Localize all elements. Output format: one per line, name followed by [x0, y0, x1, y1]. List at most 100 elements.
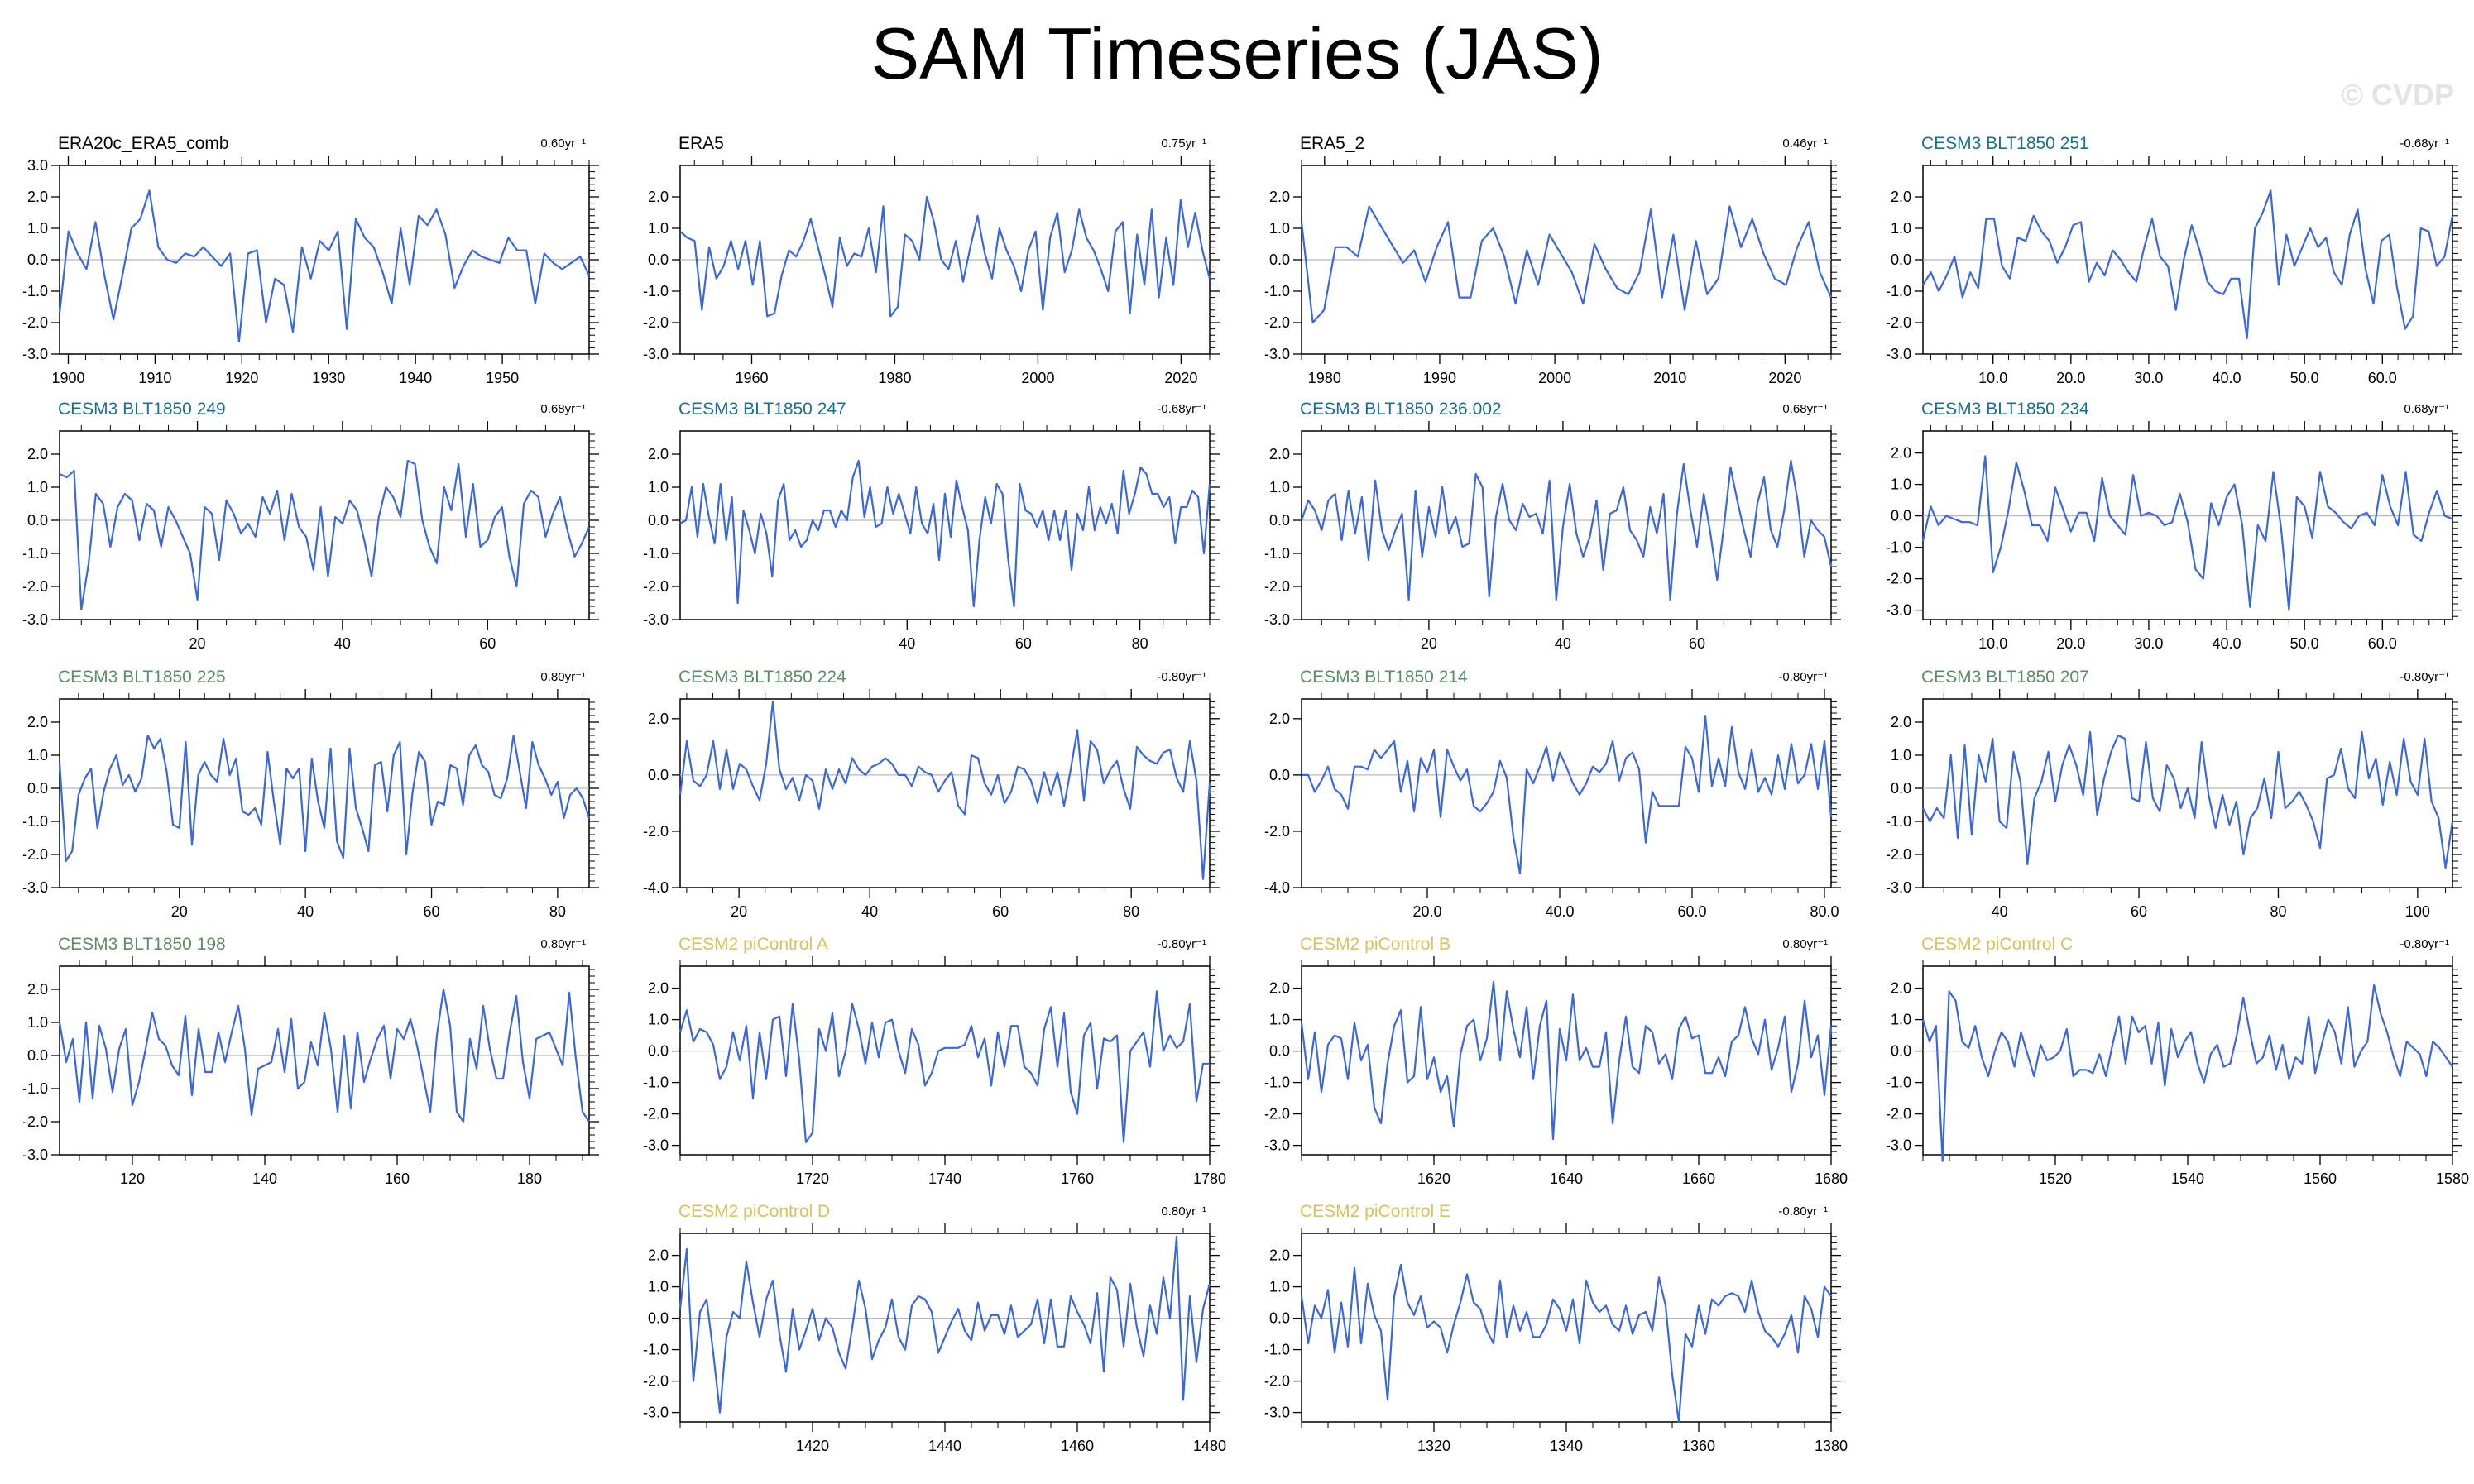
- series-line: [1921, 984, 2453, 1162]
- x-tick-label: 60: [424, 903, 440, 920]
- y-tick-label: -3.0: [643, 346, 669, 362]
- y-tick-label: 0.0: [648, 512, 669, 529]
- y-tick-label: 2.0: [27, 981, 48, 998]
- y-tick-label: 0.0: [1269, 251, 1290, 268]
- x-tick-label: 20: [171, 903, 188, 920]
- y-tick-label: -2.0: [22, 578, 48, 595]
- y-tick-label: -2.0: [643, 578, 669, 595]
- x-tick-label: 2010: [1653, 370, 1686, 386]
- y-tick-label: 2.0: [648, 446, 669, 462]
- chart-panel: 40 60 80 100 -3.0 -2.0 -1.0 0.0 1.0 2.0 CESM3 BLT1…: [1886, 668, 2462, 920]
- chart-panel: 10.0 20.0 30.0 40.0 50.0 60.0 -3.0 -2.0 -1.0 0.0 1…: [1886, 134, 2462, 386]
- x-tick-label: 1780: [1193, 1170, 1226, 1187]
- x-tick-label: 60: [479, 635, 496, 652]
- y-tick-label: -4.0: [1264, 879, 1290, 896]
- x-tick-label: 10.0: [1978, 370, 2007, 386]
- panel-title: ERA5_2: [1300, 134, 1364, 153]
- chart-panel: 1960 1980 2000 2020 -3.0 -2.0 -1.0 0.0 1.0 2.0 ERA…: [643, 134, 1220, 386]
- x-tick-label: 50.0: [2290, 370, 2319, 386]
- y-tick-label: -3.0: [1264, 611, 1290, 628]
- x-tick-label: 40.0: [2213, 635, 2241, 652]
- trend-label: 0.80yr⁻¹: [1161, 1204, 1206, 1218]
- panel-title: CESM3 BLT1850 247: [678, 400, 846, 419]
- chart-panel: 40 60 80 -3.0 -2.0 -1.0 0.0 1.0 2.0 CESM3 BLT1850…: [643, 400, 1220, 652]
- x-tick-label: 1560: [2304, 1170, 2337, 1187]
- x-tick-label: 1580: [2436, 1170, 2469, 1187]
- y-tick-label: 2.0: [1269, 1247, 1290, 1264]
- chart-panel: 1320 1340 1360 1380 -3.0 -2.0 -1.0 0.0 1.0 2.0 CES…: [1264, 1202, 1848, 1454]
- x-tick-label: 60: [2131, 903, 2147, 920]
- trend-label: -0.80yr⁻¹: [1157, 937, 1206, 951]
- series-line: [1302, 715, 1833, 875]
- y-tick-label: 2.0: [648, 711, 669, 727]
- chart-panel: 120 140 160 180 -3.0 -2.0 -1.0 0.0 1.0 2.0 CESM3 B…: [22, 935, 599, 1187]
- panel-title: CESM2 piControl D: [678, 1202, 830, 1221]
- x-tick-label: 40: [1555, 635, 1571, 652]
- y-tick-label: -1.0: [22, 1080, 48, 1097]
- x-tick-label: 20: [1421, 635, 1437, 652]
- y-tick-label: -1.0: [1886, 539, 1911, 556]
- x-tick-label: 40.0: [2213, 370, 2241, 386]
- trend-label: -0.80yr⁻¹: [2400, 670, 2449, 684]
- x-tick-label: 1960: [735, 370, 768, 386]
- y-tick-label: -3.0: [643, 1137, 669, 1154]
- y-tick-label: 1.0: [648, 479, 669, 495]
- y-tick-label: 2.0: [1269, 711, 1290, 727]
- panel-title: ERA5: [678, 134, 724, 153]
- trend-label: 0.68yr⁻¹: [1782, 402, 1828, 416]
- y-tick-label: -2.0: [1264, 823, 1290, 840]
- series-line: [678, 990, 1210, 1143]
- y-tick-label: 1.0: [648, 220, 669, 237]
- y-tick-label: 0.0: [1269, 1310, 1290, 1327]
- y-tick-label: -1.0: [1264, 283, 1290, 299]
- plot-frame: [59, 698, 590, 888]
- y-tick-label: -2.0: [1886, 1106, 1911, 1123]
- y-tick-label: -3.0: [22, 611, 48, 628]
- series-line: [678, 1235, 1211, 1414]
- x-tick-label: 1420: [796, 1438, 829, 1454]
- x-tick-label: 60.0: [2368, 370, 2397, 386]
- trend-label: -0.80yr⁻¹: [1778, 670, 1828, 684]
- x-tick-label: 20.0: [1412, 903, 1441, 920]
- y-tick-label: -1.0: [22, 283, 48, 299]
- y-tick-label: -4.0: [643, 879, 669, 896]
- series-line: [679, 459, 1211, 608]
- panel-title: CESM3 BLT1850 251: [1921, 134, 2089, 153]
- y-tick-label: 2.0: [648, 189, 669, 205]
- x-tick-label: 80.0: [1810, 903, 1839, 920]
- y-tick-label: -2.0: [643, 314, 669, 331]
- trend-label: 0.75yr⁻¹: [1161, 136, 1206, 151]
- x-tick-label: 40: [1992, 903, 2008, 920]
- x-tick-label: 180: [517, 1170, 542, 1187]
- x-tick-label: 1540: [2171, 1170, 2204, 1187]
- x-tick-label: 1900: [51, 370, 84, 386]
- x-tick-label: 20.0: [2056, 635, 2085, 652]
- y-tick-label: -1.0: [22, 813, 48, 830]
- chart-panel: 10.0 20.0 30.0 40.0 50.0 60.0 -3.0 -2.0 -1.0 0.0 1…: [1886, 400, 2462, 652]
- y-tick-label: -3.0: [1886, 1137, 1911, 1154]
- y-tick-label: 0.0: [27, 251, 48, 268]
- trend-label: 0.80yr⁻¹: [540, 670, 586, 684]
- y-tick-label: -1.0: [643, 283, 669, 299]
- panel-title: CESM2 piControl E: [1300, 1202, 1450, 1221]
- x-tick-label: 40.0: [1545, 903, 1574, 920]
- y-tick-label: -3.0: [1264, 1137, 1290, 1154]
- y-tick-label: -1.0: [1886, 1075, 1911, 1091]
- y-tick-label: -1.0: [1264, 545, 1290, 562]
- y-tick-label: -2.0: [1264, 578, 1290, 595]
- series-line: [59, 459, 591, 611]
- panel-title: CESM2 piControl B: [1300, 935, 1450, 954]
- y-tick-label: -1.0: [22, 545, 48, 562]
- y-tick-label: -1.0: [643, 1342, 669, 1358]
- y-tick-label: 0.0: [648, 251, 669, 268]
- y-tick-label: -3.0: [643, 1405, 669, 1421]
- plot-frame: [679, 430, 1211, 620]
- y-tick-label: 0.0: [648, 1043, 669, 1060]
- series-line: [1300, 980, 1833, 1141]
- x-tick-label: 1950: [486, 370, 519, 386]
- panel-title: CESM3 BLT1850 198: [58, 935, 226, 954]
- y-tick-label: 2.0: [648, 980, 669, 997]
- chart-panel: 20 40 60 80 -3.0 -2.0 -1.0 0.0 1.0 2.0 CESM3 BLT18…: [22, 668, 599, 920]
- x-tick-label: 60: [1015, 635, 1032, 652]
- y-tick-label: 0.0: [27, 1047, 48, 1064]
